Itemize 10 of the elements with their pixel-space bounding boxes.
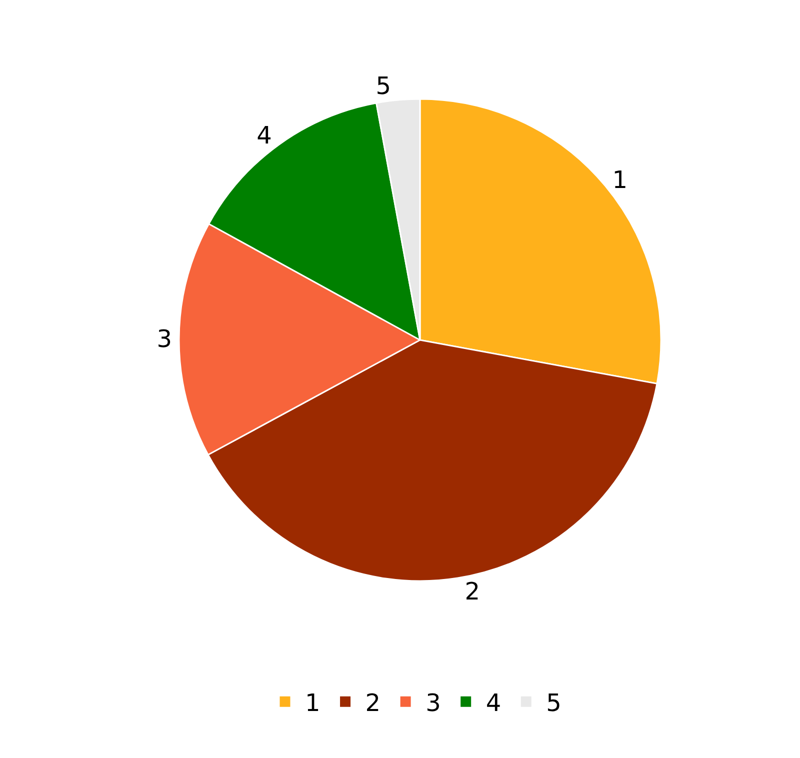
slice-label: 3	[156, 325, 172, 354]
legend-label: 2	[365, 688, 381, 717]
legend-label: 3	[426, 688, 441, 717]
legend-label: 4	[486, 688, 502, 717]
slice-label: 4	[256, 121, 272, 150]
legend-label: 1	[305, 688, 320, 717]
slice-label: 2	[464, 578, 480, 606]
slice-label: 1	[612, 166, 628, 194]
legend-label: 5	[546, 688, 562, 717]
slice-label: 5	[376, 72, 392, 100]
